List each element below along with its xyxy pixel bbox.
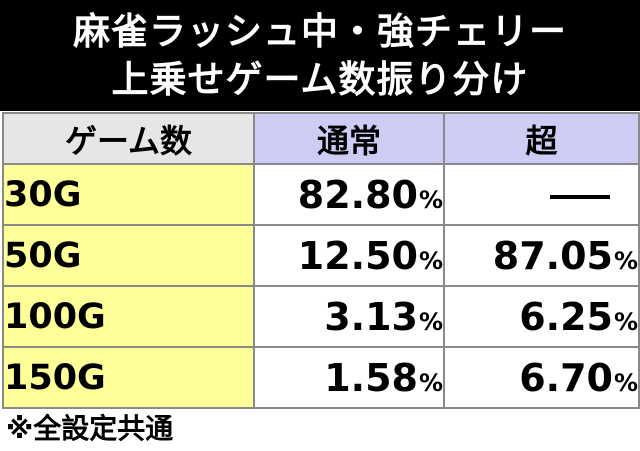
page-title: 麻雀ラッシュ中・強チェリー 上乗せゲーム数振り分け bbox=[0, 0, 640, 111]
footnote: ※全設定共通 bbox=[6, 412, 174, 445]
percent-sign: % bbox=[418, 368, 443, 397]
games-cell: 150G bbox=[2, 346, 255, 409]
normal-value: 82.80 bbox=[297, 172, 418, 217]
header-games: ゲーム数 bbox=[2, 112, 255, 165]
normal-cell: 1.58% bbox=[253, 346, 445, 409]
super-value: 6.70 bbox=[519, 355, 613, 400]
percent-sign: % bbox=[418, 246, 443, 275]
table-row: 150G 1.58% 6.70% bbox=[2, 346, 640, 409]
distribution-table: ゲーム数 通常 超 30G 82.80% 50G 12.50% 87.05% 1… bbox=[2, 112, 640, 409]
games-cell: 50G bbox=[2, 224, 255, 287]
normal-cell: 12.50% bbox=[253, 224, 445, 287]
title-line-2: 上乗せゲーム数振り分け bbox=[111, 57, 529, 101]
games-cell: 100G bbox=[2, 285, 255, 348]
dash-icon bbox=[550, 195, 610, 199]
normal-cell: 82.80% bbox=[253, 163, 445, 226]
header-normal: 通常 bbox=[253, 112, 445, 165]
super-cell: 6.25% bbox=[443, 285, 640, 348]
super-value: 87.05 bbox=[492, 233, 613, 278]
percent-sign: % bbox=[613, 246, 638, 275]
percent-sign: % bbox=[613, 307, 638, 336]
normal-value: 3.13 bbox=[324, 294, 418, 339]
title-line-1: 麻雀ラッシュ中・強チェリー bbox=[73, 9, 567, 53]
super-cell: 87.05% bbox=[443, 224, 640, 287]
table-row: 50G 12.50% 87.05% bbox=[2, 224, 640, 287]
table-header-row: ゲーム数 通常 超 bbox=[2, 112, 640, 165]
percent-sign: % bbox=[418, 185, 443, 214]
percent-sign: % bbox=[613, 368, 638, 397]
table-row: 30G 82.80% bbox=[2, 163, 640, 226]
normal-cell: 3.13% bbox=[253, 285, 445, 348]
super-cell bbox=[443, 163, 640, 226]
super-value: 6.25 bbox=[519, 294, 613, 339]
super-cell: 6.70% bbox=[443, 346, 640, 409]
table-row: 100G 3.13% 6.25% bbox=[2, 285, 640, 348]
header-super: 超 bbox=[443, 112, 640, 165]
normal-value: 12.50 bbox=[297, 233, 418, 278]
normal-value: 1.58 bbox=[324, 355, 418, 400]
percent-sign: % bbox=[418, 307, 443, 336]
games-cell: 30G bbox=[2, 163, 255, 226]
